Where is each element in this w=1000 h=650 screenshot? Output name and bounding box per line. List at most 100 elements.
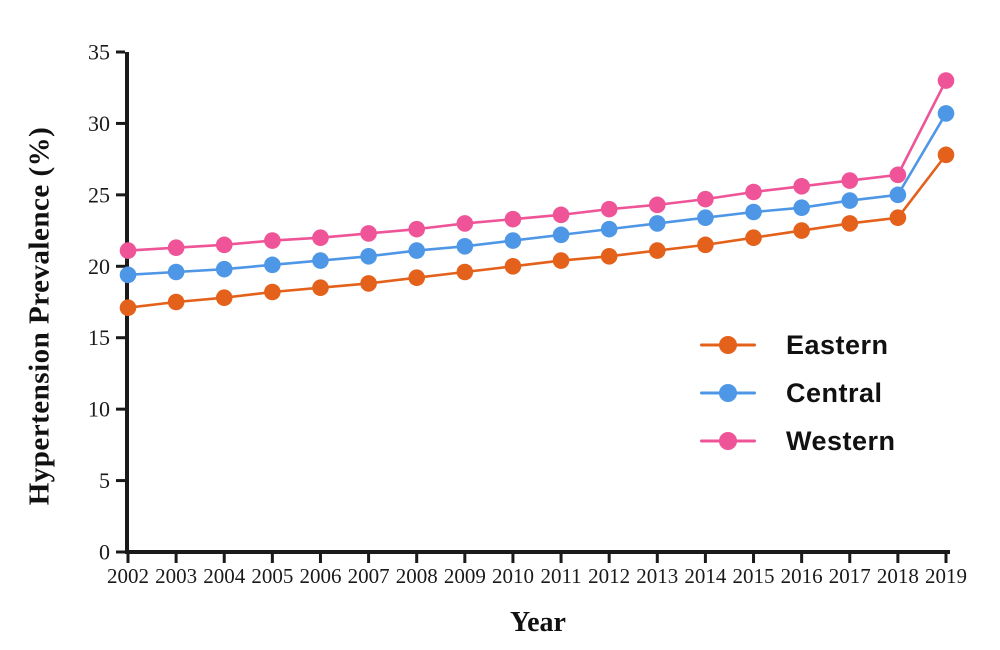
data-point-eastern (841, 215, 859, 232)
data-point-western (312, 229, 329, 247)
data-point-eastern (793, 222, 810, 239)
data-point-eastern (167, 293, 185, 311)
data-point-central (215, 260, 233, 278)
x-tick-label: 2017 (829, 564, 871, 588)
legend-item: Central (700, 376, 896, 410)
x-tick-label: 2008 (396, 564, 438, 588)
data-point-western (841, 172, 859, 189)
data-point-central (504, 232, 522, 249)
data-point-central (119, 266, 137, 284)
y-tick-label: 25 (88, 182, 110, 207)
data-point-central (648, 215, 666, 232)
x-tick-label: 2007 (348, 564, 390, 588)
data-point-central (360, 247, 377, 265)
data-point-central (167, 263, 185, 281)
data-point-western (504, 210, 522, 228)
data-point-western (360, 225, 377, 242)
x-tick-label: 2016 (781, 564, 823, 588)
y-tick-label: 20 (88, 254, 110, 279)
y-tick-label: 15 (88, 325, 110, 350)
data-point-western (600, 200, 618, 218)
x-tick-label: 2019 (925, 564, 967, 588)
legend-marker-eastern-icon (700, 328, 756, 362)
data-point-eastern (360, 275, 377, 292)
data-point-western (456, 215, 474, 232)
y-tick-label: 35 (88, 40, 110, 65)
data-point-eastern (264, 283, 281, 301)
series-line-central (126, 112, 948, 277)
legend-item: Eastern (700, 328, 896, 362)
data-point-western (167, 239, 185, 257)
data-point-eastern (312, 279, 329, 297)
data-point-eastern (456, 263, 474, 281)
data-point-central (937, 105, 955, 122)
data-point-central (745, 203, 762, 221)
data-point-eastern (215, 289, 233, 307)
x-tick-label: 2006 (299, 564, 341, 588)
data-point-eastern (504, 257, 522, 275)
x-tick-label: 2011 (540, 564, 581, 588)
data-point-central (264, 256, 281, 274)
x-tick-label: 2014 (684, 564, 727, 588)
x-tick-label: 2010 (492, 564, 534, 588)
y-tick-label: 5 (99, 468, 110, 493)
data-point-western (264, 232, 281, 249)
legend-marker-western-icon (700, 424, 756, 458)
data-point-eastern (648, 242, 666, 259)
data-point-western (408, 220, 426, 238)
legend-marker-central-icon (700, 376, 756, 410)
data-point-western (552, 206, 570, 224)
data-point-central (697, 209, 714, 227)
legend-item: Western (700, 424, 896, 458)
data-point-western (889, 166, 907, 184)
x-tick-label: 2005 (251, 564, 293, 588)
data-point-eastern (745, 229, 762, 247)
data-point-central (841, 192, 859, 209)
y-tick-label: 10 (88, 397, 110, 422)
x-tick-label: 2004 (203, 564, 246, 588)
y-axis-title: Hypertension Prevalence (%) (23, 126, 56, 506)
series-line-western (126, 79, 948, 252)
data-point-western (937, 72, 955, 89)
legend-dot (719, 432, 737, 450)
data-point-eastern (119, 299, 137, 317)
data-point-central (312, 252, 329, 269)
data-point-central (408, 242, 426, 259)
data-point-eastern (889, 209, 907, 227)
y-tick-label: 30 (88, 111, 110, 136)
x-tick-label: 2018 (877, 564, 919, 588)
data-point-central (600, 220, 618, 238)
data-point-central (793, 199, 810, 217)
data-point-western (697, 190, 714, 208)
x-tick-label: 2009 (444, 564, 486, 588)
x-axis-title: Year (510, 607, 566, 638)
data-point-eastern (600, 247, 618, 265)
legend-dot (719, 384, 737, 402)
legend-dot (719, 336, 737, 354)
data-point-eastern (408, 269, 426, 287)
legend-label-central: Central (786, 377, 883, 408)
legend-label-western: Western (786, 425, 896, 456)
x-tick-label: 2015 (733, 564, 775, 588)
y-tick-label: 0 (99, 540, 110, 565)
data-point-western (648, 196, 666, 214)
data-point-western (793, 177, 810, 195)
legend-label-eastern: Eastern (786, 329, 889, 360)
data-point-western (119, 242, 137, 259)
data-point-eastern (937, 146, 955, 164)
x-tick-label: 2003 (155, 564, 197, 588)
data-point-central (456, 237, 474, 255)
series-line-eastern (126, 153, 948, 310)
data-point-western (745, 183, 762, 201)
data-point-central (889, 186, 907, 204)
x-tick-label: 2013 (636, 564, 678, 588)
chart-legend: Eastern Central Western (700, 328, 896, 458)
axes (125, 52, 950, 554)
data-point-eastern (697, 236, 714, 254)
x-tick-label: 2012 (588, 564, 630, 588)
data-point-central (552, 226, 570, 244)
x-tick-label: 2002 (107, 564, 149, 588)
data-point-western (215, 236, 233, 254)
